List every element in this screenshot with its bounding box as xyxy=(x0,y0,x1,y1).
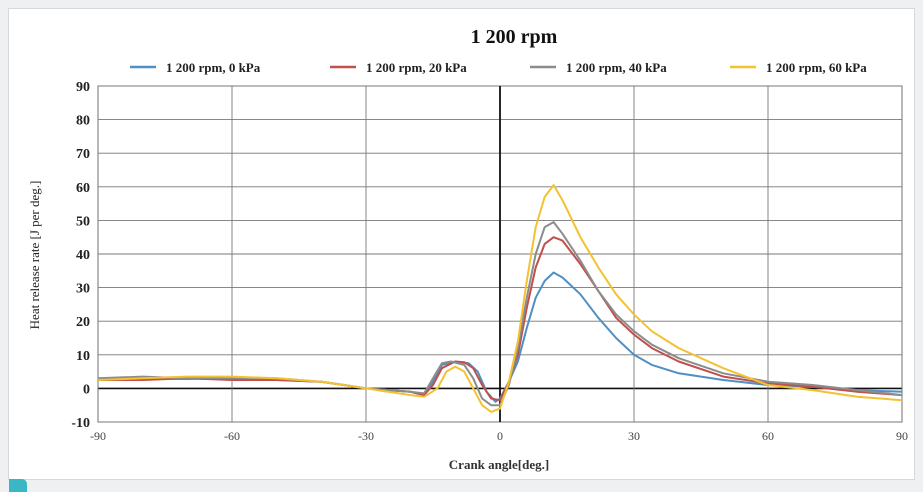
x-tick-label: 90 xyxy=(896,429,908,443)
axis-ticks: -10 0 10 20 30 40 50 60 70 80 90 -90 -60 -30 0 30 60 90 xyxy=(71,80,908,443)
legend-label: 1 200 rpm, 0 kPa xyxy=(166,60,261,75)
legend-label: 1 200 rpm, 40 kPa xyxy=(566,60,667,75)
x-tick-label: -30 xyxy=(358,429,374,443)
x-tick-label: 30 xyxy=(628,429,640,443)
heat-release-chart: 1 200 rpm 1 200 rpm, 0 kPa 1 200 rpm, 20 … xyxy=(27,26,908,472)
y-tick-label: 20 xyxy=(76,315,90,330)
y-tick-label: 90 xyxy=(76,80,90,95)
legend-label: 1 200 rpm, 60 kPa xyxy=(766,60,867,75)
x-tick-label: -60 xyxy=(224,429,240,443)
y-tick-label: -10 xyxy=(71,416,90,431)
corner-badge-icon xyxy=(9,479,27,492)
y-tick-label: 40 xyxy=(76,248,90,263)
y-tick-label: 70 xyxy=(76,147,90,162)
chart-frame: 1 200 rpm 1 200 rpm, 0 kPa 1 200 rpm, 20 … xyxy=(8,8,915,492)
legend: 1 200 rpm, 0 kPa 1 200 rpm, 20 kPa 1 200 r… xyxy=(130,60,867,75)
y-tick-label: 30 xyxy=(76,282,90,297)
y-tick-label: 10 xyxy=(76,349,90,364)
chart-title: 1 200 rpm xyxy=(471,26,558,48)
legend-label: 1 200 rpm, 20 kPa xyxy=(366,60,467,75)
series-line xyxy=(97,184,903,413)
x-tick-label: 0 xyxy=(497,429,503,443)
grid-lines xyxy=(97,85,903,423)
y-axis-label: Heat release rate [J per deg.] xyxy=(27,181,42,330)
y-tick-label: 50 xyxy=(76,214,90,229)
x-tick-label: 60 xyxy=(762,429,774,443)
y-tick-label: 80 xyxy=(76,114,90,129)
y-tick-label: 0 xyxy=(83,382,90,397)
x-tick-label: -90 xyxy=(90,429,106,443)
series-lines xyxy=(97,184,903,413)
x-axis-label: Crank angle[deg.] xyxy=(449,457,549,472)
y-tick-label: 60 xyxy=(76,181,90,196)
